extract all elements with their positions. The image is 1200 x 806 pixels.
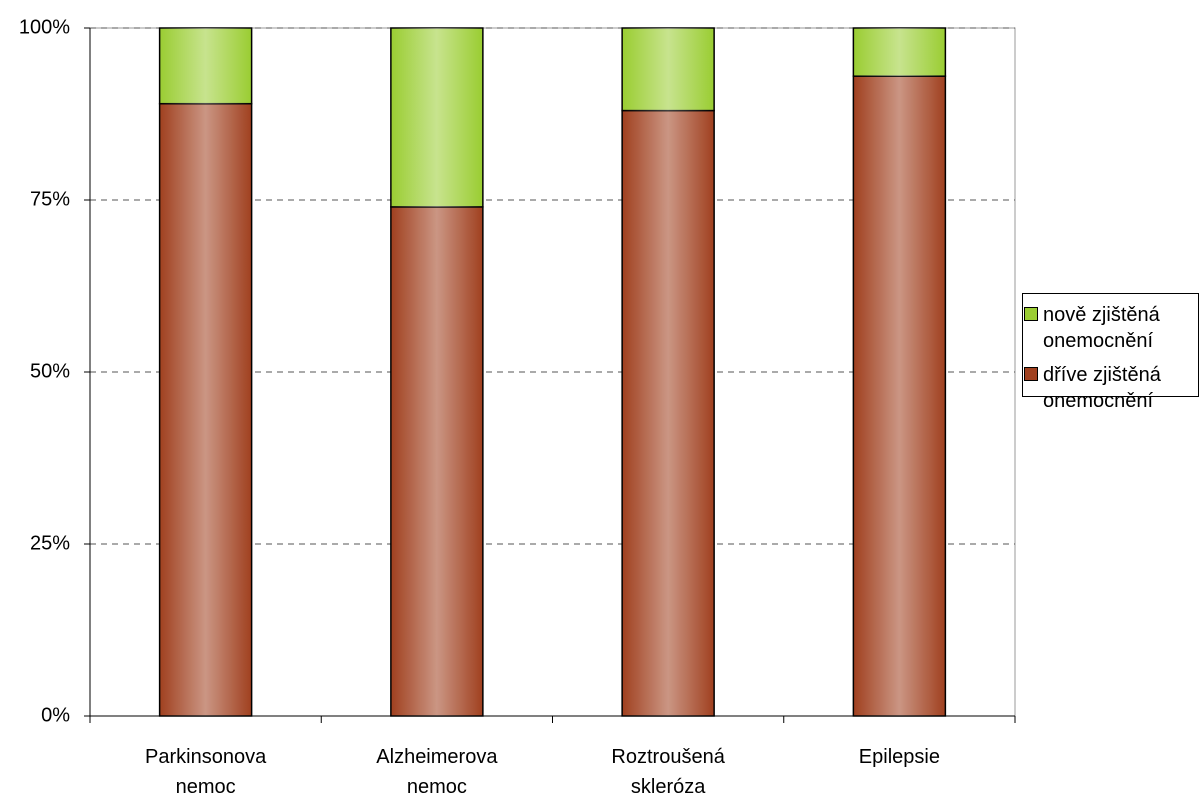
x-tick-label: Alzheimerova nemoc <box>376 746 498 798</box>
bar-segment <box>390 27 484 208</box>
y-tick-label: 75% <box>30 188 70 210</box>
legend-swatch <box>1024 367 1038 381</box>
bar-segment <box>158 102 253 717</box>
bar-segment <box>390 206 484 717</box>
legend-swatch <box>1024 307 1038 321</box>
bar-segment <box>852 75 947 717</box>
y-tick-label: 0% <box>41 704 70 726</box>
legend-item: nově zjištěná onemocnění <box>1023 302 1198 354</box>
legend-label: nově zjištěná onemocnění <box>1043 304 1160 352</box>
bar-segment <box>621 109 715 717</box>
x-tick-label: Roztroušená skleróza <box>611 746 725 798</box>
bar-segment <box>158 27 253 105</box>
x-tick-label: Epilepsie <box>858 746 940 768</box>
bar-segment <box>621 27 715 112</box>
legend: nově zjištěná onemocnění dříve zjištěná o… <box>1022 293 1199 412</box>
y-tick-label: 50% <box>30 360 70 382</box>
y-tick-label: 25% <box>30 532 70 554</box>
bar-segment <box>852 27 947 77</box>
legend-label: dříve zjištěná onemocnění <box>1043 364 1161 412</box>
x-tick-label: Parkinsonova nemoc <box>145 746 267 798</box>
legend-item: dříve zjištěná onemocnění <box>1023 362 1198 414</box>
y-tick-label: 100% <box>19 16 70 38</box>
